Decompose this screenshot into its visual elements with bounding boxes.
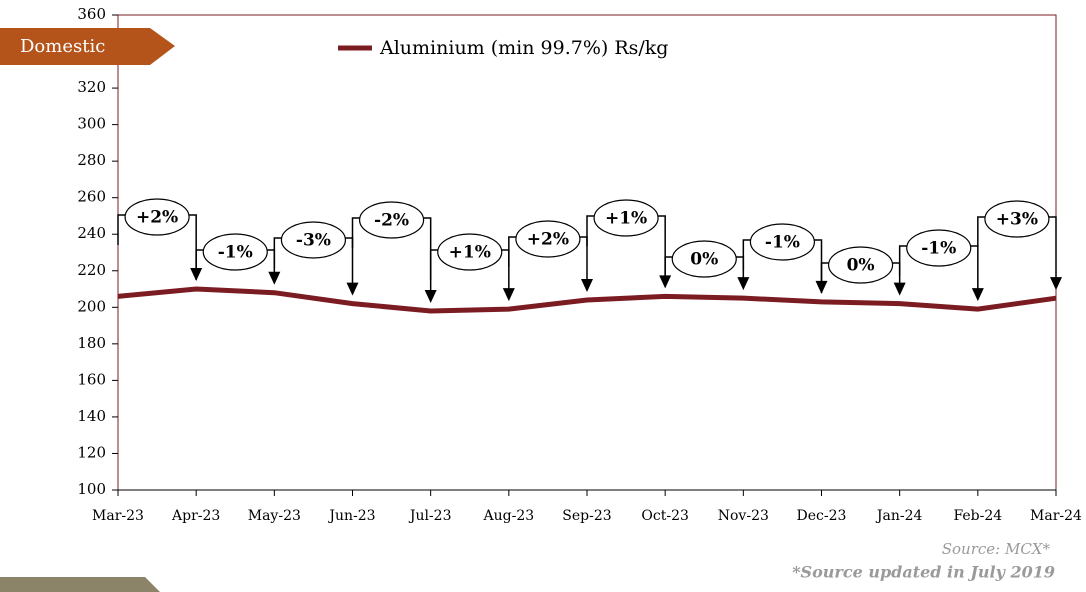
- annotation-bubble: [827, 246, 894, 284]
- y-tick-label: 300: [77, 115, 106, 133]
- arrow-head: [893, 282, 906, 296]
- arrow-head: [1050, 277, 1062, 291]
- arrow-head: [502, 288, 515, 302]
- source-note: *Source updated in July 2019: [792, 563, 1055, 582]
- annotation: -2%: [374, 211, 409, 231]
- x-tick-label: May-23: [248, 508, 301, 524]
- annotation: -3%: [296, 231, 331, 251]
- annotation: +2%: [527, 230, 569, 250]
- annotation-bubble: [124, 198, 190, 236]
- arrow-head: [346, 282, 359, 296]
- annotation-bubble: [906, 229, 972, 267]
- annotation-bubble: [358, 201, 425, 239]
- y-tick-label: 220: [77, 261, 106, 279]
- footer-banner: [0, 577, 160, 592]
- annotation: +1%: [449, 243, 491, 263]
- x-tick-label: Mar-24: [1030, 508, 1082, 524]
- annotation-bubble: [984, 200, 1050, 238]
- annotation: +1%: [605, 209, 647, 229]
- annotation-bubble: [671, 240, 737, 278]
- x-tick-label: Feb-24: [953, 508, 1002, 524]
- annotation: +3%: [996, 210, 1038, 230]
- x-tick-label: Apr-23: [171, 508, 220, 524]
- banner: [0, 28, 175, 65]
- legend-label: Aluminium (min 99.7%) Rs/kg: [379, 37, 668, 59]
- arrow-head: [971, 288, 984, 302]
- annotation: 0%: [690, 250, 718, 270]
- annotation-bubble: [202, 233, 268, 271]
- x-tick-label: Dec-23: [797, 508, 847, 524]
- source: Source: MCX*: [942, 540, 1051, 558]
- annotation: -1%: [921, 239, 956, 259]
- y-tick-label: 320: [77, 78, 106, 96]
- annotation: +2%: [136, 208, 178, 228]
- y-tick-label: 200: [77, 297, 106, 315]
- annotation-bubble: [437, 233, 503, 271]
- annotation-bubble: [280, 221, 347, 259]
- y-tick-label: 180: [77, 334, 106, 352]
- x-tick-label: Mar-23: [92, 508, 144, 524]
- x-tick-label: Jan-24: [875, 508, 923, 524]
- x-tick-label: Jul-23: [408, 508, 452, 524]
- x-tick-label: Nov-23: [718, 508, 769, 524]
- y-tick-label: 280: [77, 151, 106, 169]
- x-tick-label: Oct-23: [641, 508, 689, 524]
- banner-label: Domestic: [20, 36, 105, 57]
- annotation-bubble: [749, 223, 816, 261]
- arrow-head: [737, 277, 750, 291]
- x-tick-label: Aug-23: [483, 508, 535, 524]
- annotation-bubble: [593, 199, 659, 237]
- x-tick-label: Jun-23: [327, 508, 375, 524]
- x-tick-label: Sep-23: [562, 508, 611, 524]
- y-tick-label: 160: [77, 370, 106, 388]
- y-tick-label: 120: [77, 443, 106, 461]
- y-tick-label: 240: [77, 224, 106, 242]
- y-tick-label: 140: [77, 407, 106, 425]
- annotation-bubble: [515, 220, 581, 258]
- arrow-head: [581, 279, 593, 292]
- annotation: -1%: [765, 233, 800, 253]
- arrow-head: [424, 289, 437, 303]
- y-tick-label: 100: [77, 480, 106, 498]
- annotation: -1%: [218, 243, 253, 263]
- arrow-head: [268, 271, 281, 285]
- y-tick-label: 260: [77, 188, 106, 206]
- series-line: [117, 286, 1057, 314]
- y-tick-label: 360: [77, 5, 106, 23]
- annotation: 0%: [847, 256, 875, 276]
